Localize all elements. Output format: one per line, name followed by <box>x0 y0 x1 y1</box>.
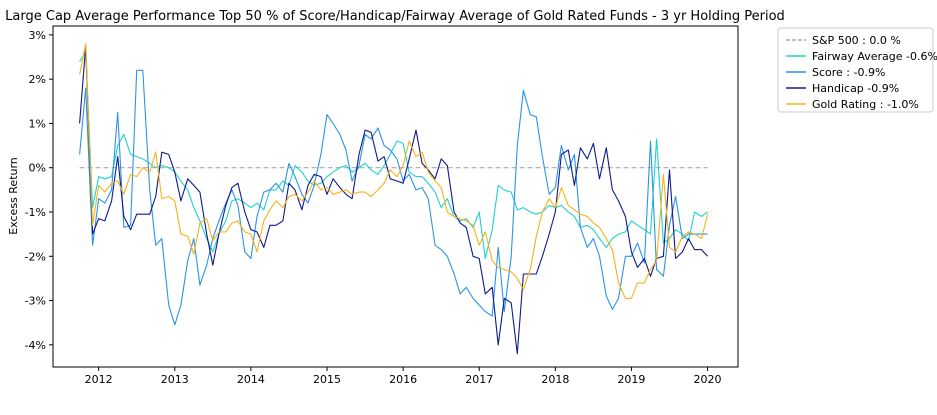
y-tick-label: -3% <box>25 295 46 308</box>
y-axis: -4% -3% -2% -1% 0% 1% 2% 3% <box>25 29 53 352</box>
legend-label-4: Gold Rating : -1.0% <box>812 98 919 111</box>
y-tick-label: 1% <box>29 117 46 130</box>
series-line-2 <box>79 69 708 326</box>
legend-label-2: Score : -0.9% <box>812 66 885 79</box>
x-tick-label: 2017 <box>465 373 493 386</box>
x-axis: 2012 2013 2014 2015 2016 2017 2018 2019 2020 <box>85 367 722 386</box>
series-line-3 <box>79 45 709 355</box>
y-tick-label: -2% <box>25 250 46 263</box>
series-line-1 <box>79 52 708 260</box>
series-line-4 <box>79 43 709 299</box>
x-tick-label: 2016 <box>389 373 417 386</box>
x-tick-label: 2015 <box>313 373 341 386</box>
y-tick-label: 0% <box>29 162 46 175</box>
x-tick-label: 2020 <box>694 373 722 386</box>
series-layer <box>79 43 709 355</box>
legend-frame <box>777 27 934 113</box>
legend: S&P 500 : 0.0 % Fairway Average -0.6% Scor… <box>777 27 937 113</box>
x-tick-label: 2012 <box>85 373 113 386</box>
y-tick-label: 3% <box>29 29 46 42</box>
y-tick-label: -4% <box>25 339 46 352</box>
legend-label-3: Handicap -0.9% <box>812 82 899 95</box>
x-tick-label: 2014 <box>237 373 265 386</box>
plot-area <box>52 25 739 368</box>
legend-label-1: Fairway Average -0.6% <box>812 50 937 63</box>
x-tick-label: 2013 <box>161 373 189 386</box>
chart-title: Large Cap Average Performance Top 50 % o… <box>5 9 785 24</box>
x-tick-label: 2019 <box>617 373 645 386</box>
x-tick-label: 2018 <box>541 373 569 386</box>
y-tick-label: 2% <box>29 73 46 86</box>
y-axis-label: Excess Return <box>7 157 20 235</box>
y-tick-label: -1% <box>25 206 46 219</box>
legend-label-0: S&P 500 : 0.0 % <box>812 34 901 47</box>
